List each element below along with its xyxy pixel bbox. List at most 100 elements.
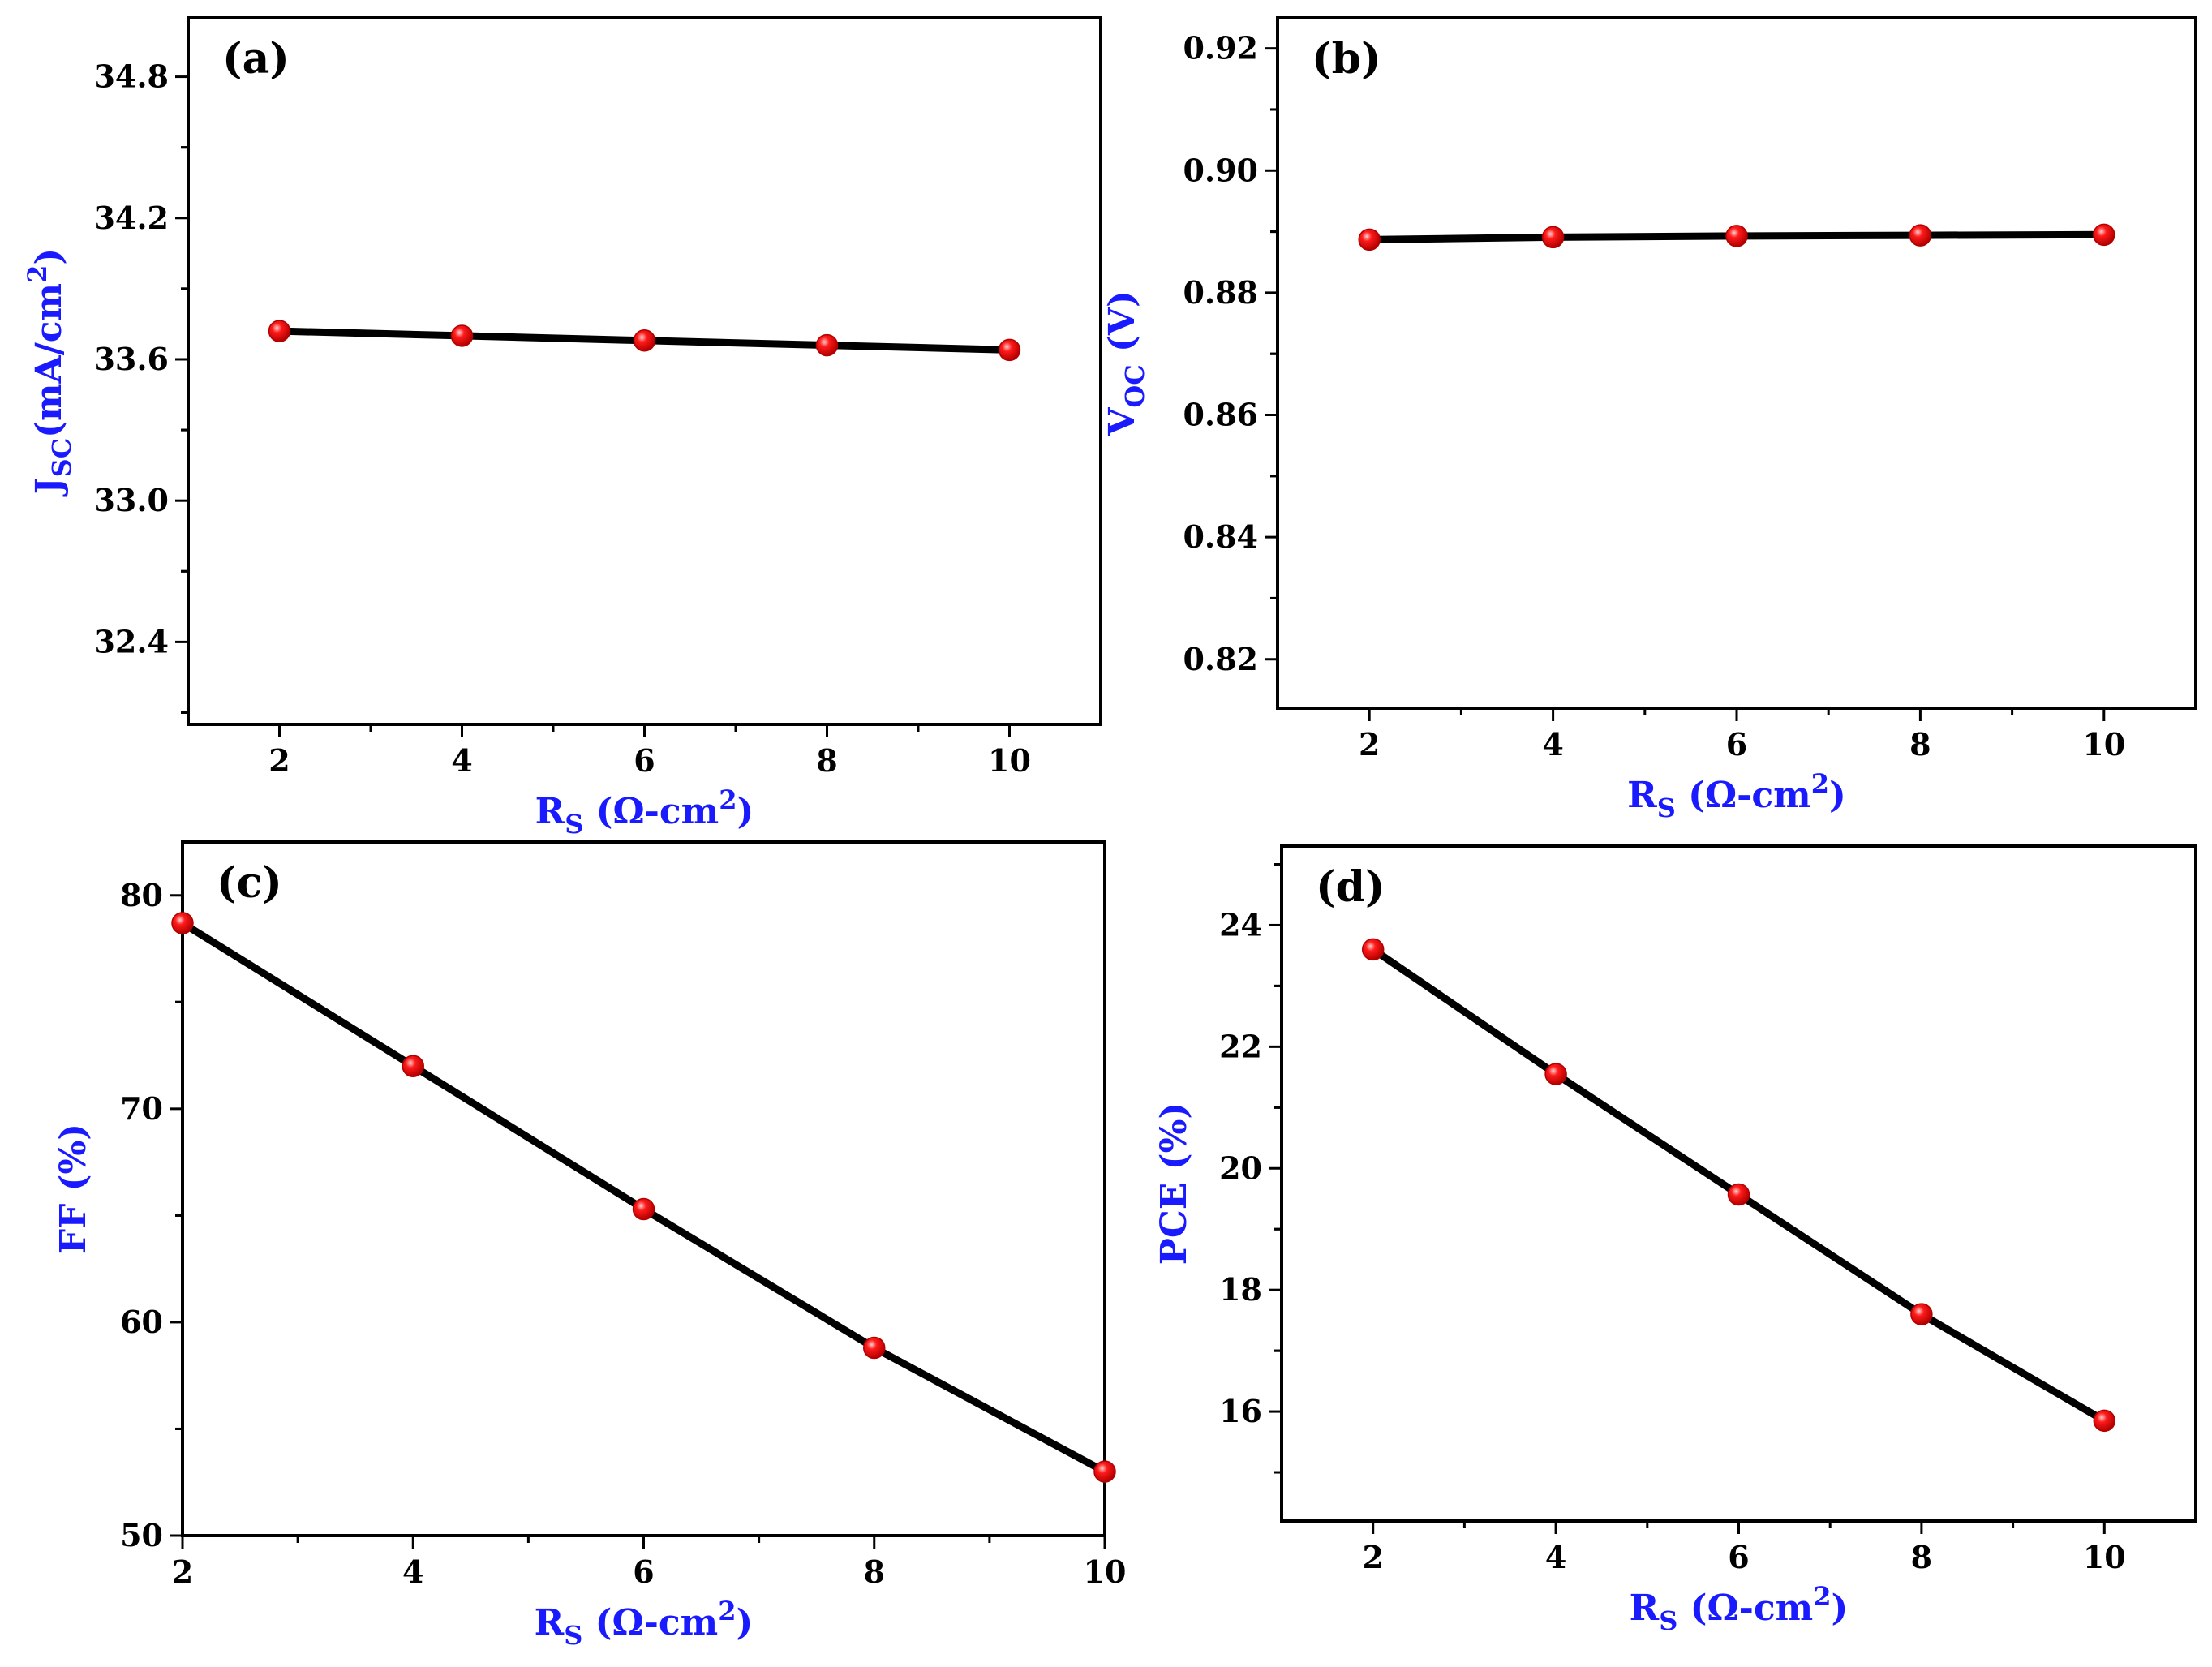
data-point xyxy=(633,329,656,352)
x-tick-label: 2 xyxy=(172,1553,193,1590)
x-tick-label: 10 xyxy=(2082,726,2125,763)
y-tick-label: 34.2 xyxy=(93,200,169,236)
panel-label: (c) xyxy=(217,858,282,908)
x-label-close: ) xyxy=(1829,775,1846,816)
y-label-rest: (mA/cm xyxy=(28,283,70,438)
data-point xyxy=(632,1197,655,1221)
series-line-FF xyxy=(180,920,1107,1476)
x-tick-label: 4 xyxy=(402,1553,423,1590)
x-tick-label: 2 xyxy=(1359,726,1380,763)
y-label-rest: (V) xyxy=(1102,290,1143,364)
y-axis-label: VOC (V) xyxy=(1102,290,1150,436)
data-point xyxy=(1361,938,1385,961)
y-tick-label: 0.82 xyxy=(1183,641,1258,677)
data-point xyxy=(2093,223,2115,247)
x-label-rest: (Ω-cm xyxy=(582,1602,718,1643)
x-axis-label: RS (Ω-cm2) xyxy=(535,1596,754,1651)
x-label-main: R xyxy=(1627,775,1657,816)
x-tick-label: 10 xyxy=(2083,1539,2126,1575)
x-label-rest: (Ω-cm xyxy=(1676,775,1811,816)
x-label-sup: 2 xyxy=(1813,1581,1831,1612)
y-tick-label: 0.90 xyxy=(1183,152,1258,188)
x-tick-label: 6 xyxy=(633,1553,654,1590)
x-tick-label: 8 xyxy=(864,1553,885,1590)
x-label-sub: S xyxy=(565,809,583,840)
x-label-sup: 2 xyxy=(719,784,737,815)
x-label-main: R xyxy=(1630,1588,1660,1629)
y-label-main: J xyxy=(28,477,70,497)
y-tick-label: 80 xyxy=(120,877,163,913)
x-label-close: ) xyxy=(737,1602,754,1643)
panel-label: (d) xyxy=(1316,862,1385,912)
data-point xyxy=(1725,225,1748,247)
x-label-sub: S xyxy=(1659,1605,1677,1636)
y-label-close: ) xyxy=(28,248,70,265)
y-tick-label: 20 xyxy=(1219,1149,1262,1186)
x-tick-label: 4 xyxy=(451,742,472,779)
x-tick-label: 8 xyxy=(1909,726,1931,763)
y-label-sub: OC xyxy=(1119,364,1150,407)
data-point xyxy=(2093,1409,2116,1433)
plot-frame xyxy=(187,16,1102,726)
x-label-sup: 2 xyxy=(718,1596,736,1626)
data-point xyxy=(998,338,1021,362)
x-tick-label: 8 xyxy=(1911,1539,1932,1575)
data-point xyxy=(1910,1303,1933,1325)
y-label-sup: 2 xyxy=(22,265,53,283)
y-tick-label: 70 xyxy=(120,1090,163,1127)
x-label-sup: 2 xyxy=(1811,768,1829,799)
plot-frame xyxy=(1276,16,2197,710)
y-label-main: FF (%) xyxy=(53,1124,94,1254)
y-tick-label: 33.0 xyxy=(93,482,169,518)
y-tick-label: 32.4 xyxy=(93,623,169,659)
data-point xyxy=(1727,1183,1750,1206)
x-tick-label: 4 xyxy=(1542,726,1563,763)
y-tick-label: 18 xyxy=(1219,1271,1262,1308)
x-tick-label: 6 xyxy=(1726,726,1747,763)
data-point xyxy=(450,324,474,347)
data-point xyxy=(1358,228,1381,251)
data-point xyxy=(402,1055,424,1077)
y-tick-label: 22 xyxy=(1219,1028,1262,1064)
x-tick-label: 2 xyxy=(1362,1539,1383,1575)
y-label-main: V xyxy=(1102,407,1143,436)
data-point xyxy=(863,1336,886,1360)
x-tick-label: 10 xyxy=(988,742,1031,779)
data-point xyxy=(1909,224,1932,247)
x-label-sub: S xyxy=(564,1620,582,1651)
y-label-main: PCE (%) xyxy=(1153,1102,1195,1265)
x-axis-label: RS (Ω-cm2) xyxy=(535,784,754,840)
data-point xyxy=(1541,226,1565,249)
panel-label: (b) xyxy=(1312,34,1381,84)
y-axis-label: JSC(mA/cm2) xyxy=(22,248,77,497)
data-point xyxy=(1544,1063,1567,1085)
panel-b: 2 4 6 8 10 0.82 0.84 0.86 0.88 0.90 0.92 (b) RS (Ω-c… xyxy=(1102,16,2197,823)
data-point xyxy=(268,320,291,342)
data-point xyxy=(815,333,839,357)
data-point xyxy=(1093,1460,1116,1483)
y-label-sub: SC xyxy=(46,438,77,478)
y-tick-label: 50 xyxy=(120,1517,163,1553)
x-label-rest: (Ω-cm xyxy=(583,791,719,832)
y-tick-label: 34.8 xyxy=(93,58,169,95)
plot-frame xyxy=(181,840,1106,1537)
y-tick-label: 60 xyxy=(120,1304,163,1340)
y-axis-label: PCE (%) xyxy=(1153,1102,1195,1265)
x-label-rest: (Ω-cm xyxy=(1677,1588,1813,1629)
x-tick-label: 6 xyxy=(1728,1539,1749,1575)
y-tick-label: 0.92 xyxy=(1183,30,1258,67)
x-label-close: ) xyxy=(1832,1588,1849,1629)
y-tick-label: 0.86 xyxy=(1183,397,1258,433)
y-tick-label: 33.6 xyxy=(93,341,169,377)
y-tick-label: 0.84 xyxy=(1183,518,1258,555)
x-label-sub: S xyxy=(1657,793,1676,823)
x-tick-label: 2 xyxy=(268,742,290,779)
x-tick-label: 8 xyxy=(816,742,837,779)
y-tick-label: 0.88 xyxy=(1183,274,1258,311)
x-label-main: R xyxy=(535,791,565,832)
x-label-main: R xyxy=(535,1602,565,1643)
